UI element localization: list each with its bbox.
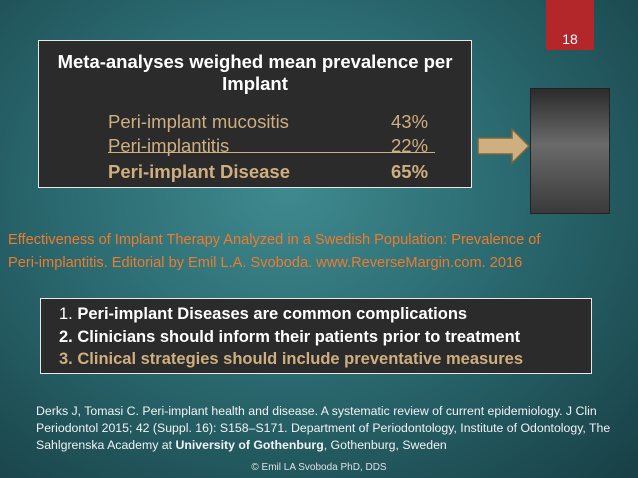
list-item: 3. Clinical strategies should include pr…	[59, 350, 523, 369]
reference: Periodontol 2015; 42 (Suppl. 16): S158–S…	[36, 421, 611, 435]
list-item: 2. Clinicians should inform their patien…	[59, 328, 520, 347]
reference-bold: University of Gothenburg	[175, 438, 324, 452]
row-label: Peri-implant Disease	[108, 161, 290, 182]
item-text: Clinical strategies should include preve…	[77, 350, 524, 368]
page-number: 18	[546, 0, 594, 50]
summary-box: Meta-analyses weighed mean prevalence pe…	[38, 40, 472, 188]
item-number: 1.	[59, 305, 73, 323]
reference-text: Sahlgrenska Academy at	[36, 438, 176, 452]
item-number: 2.	[59, 328, 73, 346]
citation: Peri-implantitis. Editorial by Emil L.A.…	[8, 255, 523, 271]
row-label: Peri-implantitis	[108, 135, 230, 156]
row-value: 22%	[391, 135, 429, 156]
xray-image	[530, 88, 610, 214]
conclusions-box: 1. Peri-implant Diseases are common comp…	[40, 298, 592, 374]
box-title: Meta-analyses weighed mean prevalence pe…	[57, 51, 453, 94]
reference: Derks J, Tomasi C. Peri-implant health a…	[36, 404, 597, 418]
citation: Effectiveness of Implant Therapy Analyze…	[8, 232, 541, 248]
row-value: 43%	[391, 111, 429, 132]
item-text: Peri-implant Diseases are common complic…	[77, 305, 468, 323]
reference: Sahlgrenska Academy at University of Got…	[36, 438, 447, 452]
reference-text: , Gothenburg, Sweden	[323, 438, 447, 452]
underline	[108, 152, 435, 153]
arrow	[477, 127, 531, 165]
row-value: 65%	[391, 161, 429, 182]
item-number: 3.	[59, 350, 73, 368]
list-item: 1. Peri-implant Diseases are common comp…	[59, 305, 467, 324]
item-text: Clinicians should inform their patients …	[77, 328, 521, 346]
footer: © Emil LA Svoboda PhD, DDS	[251, 462, 387, 473]
row-label: Peri-implant mucositis	[108, 111, 289, 132]
